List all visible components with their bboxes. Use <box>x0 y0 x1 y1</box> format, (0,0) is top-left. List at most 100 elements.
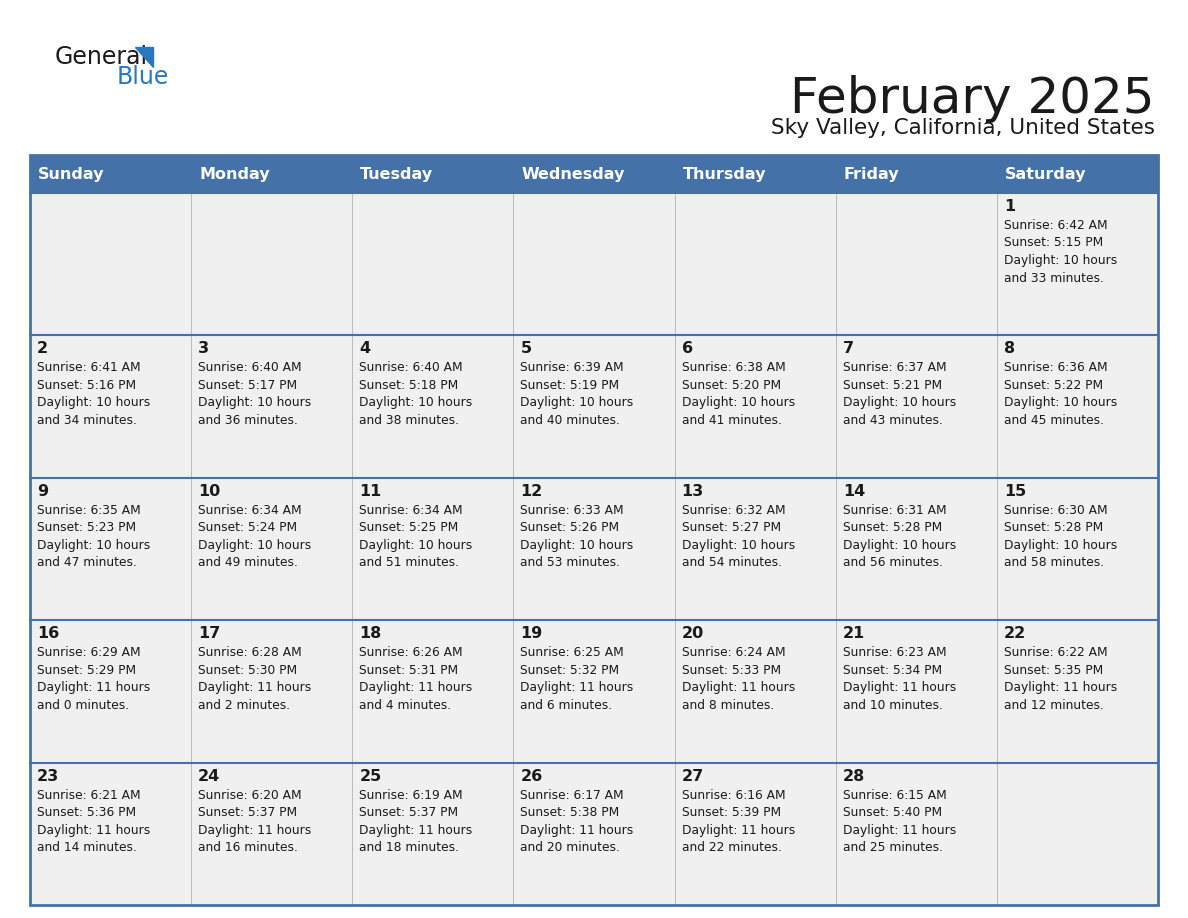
Text: Daylight: 10 hours: Daylight: 10 hours <box>37 539 150 552</box>
Text: 18: 18 <box>359 626 381 641</box>
Text: Sunset: 5:16 PM: Sunset: 5:16 PM <box>37 379 137 392</box>
Text: Daylight: 11 hours: Daylight: 11 hours <box>198 681 311 694</box>
Text: and 0 minutes.: and 0 minutes. <box>37 699 129 711</box>
Text: 12: 12 <box>520 484 543 498</box>
Text: Sunset: 5:40 PM: Sunset: 5:40 PM <box>842 806 942 819</box>
Text: Sunset: 5:19 PM: Sunset: 5:19 PM <box>520 379 620 392</box>
Text: Thursday: Thursday <box>683 166 766 182</box>
Text: Daylight: 10 hours: Daylight: 10 hours <box>842 539 956 552</box>
Text: and 33 minutes.: and 33 minutes. <box>1004 272 1104 285</box>
Bar <box>835 335 997 477</box>
Bar <box>191 477 353 621</box>
Text: 15: 15 <box>1004 484 1026 498</box>
Text: and 41 minutes.: and 41 minutes. <box>682 414 782 427</box>
Text: Sunrise: 6:24 AM: Sunrise: 6:24 AM <box>682 646 785 659</box>
Bar <box>835 621 997 763</box>
Bar <box>835 763 997 905</box>
Text: Daylight: 10 hours: Daylight: 10 hours <box>520 397 633 409</box>
Text: Sunset: 5:23 PM: Sunset: 5:23 PM <box>37 521 137 534</box>
Text: Daylight: 11 hours: Daylight: 11 hours <box>682 681 795 694</box>
Bar <box>353 477 513 621</box>
Text: 20: 20 <box>682 626 703 641</box>
Text: and 45 minutes.: and 45 minutes. <box>1004 414 1104 427</box>
Text: and 40 minutes.: and 40 minutes. <box>520 414 620 427</box>
Text: Sunrise: 6:38 AM: Sunrise: 6:38 AM <box>682 362 785 375</box>
Text: 27: 27 <box>682 768 703 784</box>
Text: Sunrise: 6:31 AM: Sunrise: 6:31 AM <box>842 504 947 517</box>
Text: 16: 16 <box>37 626 59 641</box>
Text: 6: 6 <box>682 341 693 356</box>
Bar <box>997 477 1158 621</box>
Text: Daylight: 10 hours: Daylight: 10 hours <box>359 397 473 409</box>
Bar <box>191 155 353 193</box>
Text: 2: 2 <box>37 341 49 356</box>
Text: and 18 minutes.: and 18 minutes. <box>359 841 460 854</box>
Text: Sunset: 5:26 PM: Sunset: 5:26 PM <box>520 521 620 534</box>
Text: Daylight: 11 hours: Daylight: 11 hours <box>842 681 956 694</box>
Text: 21: 21 <box>842 626 865 641</box>
Text: General: General <box>55 45 148 69</box>
Text: Saturday: Saturday <box>1005 166 1086 182</box>
Bar <box>675 621 835 763</box>
Text: Daylight: 10 hours: Daylight: 10 hours <box>842 397 956 409</box>
Bar <box>30 155 1158 905</box>
Text: Sunset: 5:36 PM: Sunset: 5:36 PM <box>37 806 137 819</box>
Bar <box>191 621 353 763</box>
Text: 7: 7 <box>842 341 854 356</box>
Bar <box>675 335 835 477</box>
Text: Sunrise: 6:37 AM: Sunrise: 6:37 AM <box>842 362 947 375</box>
Text: Sunrise: 6:15 AM: Sunrise: 6:15 AM <box>842 789 947 801</box>
Text: Blue: Blue <box>116 65 170 89</box>
Bar <box>191 193 353 335</box>
Text: Friday: Friday <box>843 166 899 182</box>
Text: Sky Valley, California, United States: Sky Valley, California, United States <box>771 118 1155 138</box>
Text: and 16 minutes.: and 16 minutes. <box>198 841 298 854</box>
Text: Sunset: 5:17 PM: Sunset: 5:17 PM <box>198 379 297 392</box>
Bar <box>191 763 353 905</box>
Text: and 4 minutes.: and 4 minutes. <box>359 699 451 711</box>
Text: and 49 minutes.: and 49 minutes. <box>198 556 298 569</box>
Bar <box>30 763 191 905</box>
Text: and 51 minutes.: and 51 minutes. <box>359 556 460 569</box>
Text: 17: 17 <box>198 626 221 641</box>
Text: 13: 13 <box>682 484 703 498</box>
Text: Daylight: 10 hours: Daylight: 10 hours <box>520 539 633 552</box>
Text: Sunset: 5:33 PM: Sunset: 5:33 PM <box>682 664 781 677</box>
Text: Sunday: Sunday <box>38 166 105 182</box>
Text: 14: 14 <box>842 484 865 498</box>
Text: Tuesday: Tuesday <box>360 166 434 182</box>
Text: Daylight: 11 hours: Daylight: 11 hours <box>842 823 956 836</box>
Bar <box>30 193 191 335</box>
Bar <box>30 477 191 621</box>
Text: Sunrise: 6:20 AM: Sunrise: 6:20 AM <box>198 789 302 801</box>
Text: 26: 26 <box>520 768 543 784</box>
Text: Sunrise: 6:22 AM: Sunrise: 6:22 AM <box>1004 646 1107 659</box>
Text: Sunset: 5:37 PM: Sunset: 5:37 PM <box>198 806 297 819</box>
Bar <box>513 621 675 763</box>
Bar <box>997 155 1158 193</box>
Bar <box>353 763 513 905</box>
Text: Sunset: 5:39 PM: Sunset: 5:39 PM <box>682 806 781 819</box>
Text: 24: 24 <box>198 768 221 784</box>
Text: 8: 8 <box>1004 341 1015 356</box>
Text: Daylight: 11 hours: Daylight: 11 hours <box>359 681 473 694</box>
Text: Sunset: 5:15 PM: Sunset: 5:15 PM <box>1004 237 1104 250</box>
Text: Daylight: 11 hours: Daylight: 11 hours <box>198 823 311 836</box>
Text: 11: 11 <box>359 484 381 498</box>
Bar <box>675 155 835 193</box>
Bar <box>675 193 835 335</box>
Bar <box>675 477 835 621</box>
Bar <box>353 155 513 193</box>
Bar <box>513 193 675 335</box>
Text: Sunrise: 6:17 AM: Sunrise: 6:17 AM <box>520 789 624 801</box>
Text: Sunrise: 6:25 AM: Sunrise: 6:25 AM <box>520 646 624 659</box>
Text: 19: 19 <box>520 626 543 641</box>
Text: Daylight: 10 hours: Daylight: 10 hours <box>1004 539 1117 552</box>
Text: 23: 23 <box>37 768 59 784</box>
Text: Sunrise: 6:33 AM: Sunrise: 6:33 AM <box>520 504 624 517</box>
Bar <box>353 335 513 477</box>
Bar <box>513 155 675 193</box>
Text: Sunset: 5:20 PM: Sunset: 5:20 PM <box>682 379 781 392</box>
Bar <box>835 155 997 193</box>
Text: Sunrise: 6:32 AM: Sunrise: 6:32 AM <box>682 504 785 517</box>
